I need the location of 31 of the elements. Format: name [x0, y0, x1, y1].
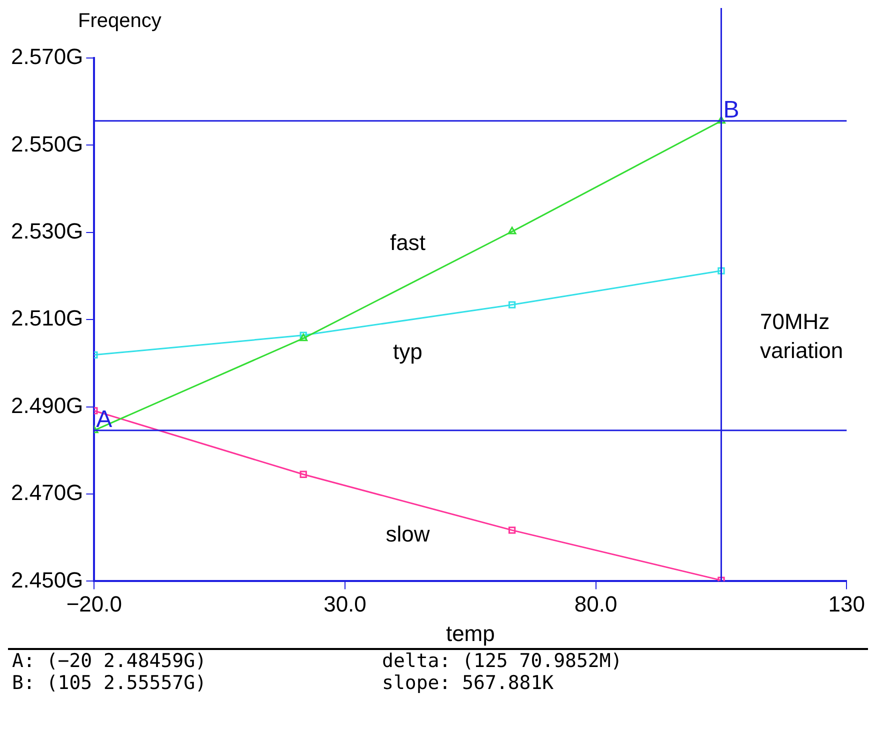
annotation: A	[96, 406, 112, 434]
x-tick-label: 130	[828, 591, 866, 616]
x-tick-label: 30.0	[324, 591, 366, 616]
text: delta: (125 70.9852M)	[382, 650, 624, 672]
series-label: typ	[393, 339, 422, 364]
y-tick-label: 2.550G	[10, 131, 84, 156]
point	[508, 226, 516, 234]
point	[717, 116, 726, 124]
y-tick-label: 2.530G	[10, 218, 84, 244]
x-tick-label: 80.0	[574, 591, 618, 616]
point	[299, 334, 308, 342]
point	[300, 332, 307, 339]
y-tick-label: 2.470G	[10, 480, 84, 506]
series-label: fast	[390, 230, 426, 255]
text: A: (−20 2.48459G)	[12, 650, 208, 672]
y-tick-label: 2.570G	[10, 44, 84, 70]
point	[300, 470, 307, 478]
series-label: slow	[386, 521, 430, 546]
point	[718, 267, 725, 274]
y-tick-label: 2.450G	[10, 567, 84, 592]
annotation: B	[723, 96, 740, 124]
x-tick-label: −20.0	[66, 591, 122, 616]
text: B: (105 2.55557G)	[12, 672, 208, 694]
y-tick-label: 2.510G	[10, 306, 84, 331]
y-tick-label: 2.490G	[10, 392, 84, 418]
annotation: 70MHz variation	[760, 308, 844, 365]
x-axis-title: temp	[446, 620, 495, 646]
point	[508, 526, 516, 534]
y-axis-title: Freqency	[78, 10, 162, 33]
point	[508, 301, 516, 308]
text: slope: 567.881K	[382, 672, 555, 694]
